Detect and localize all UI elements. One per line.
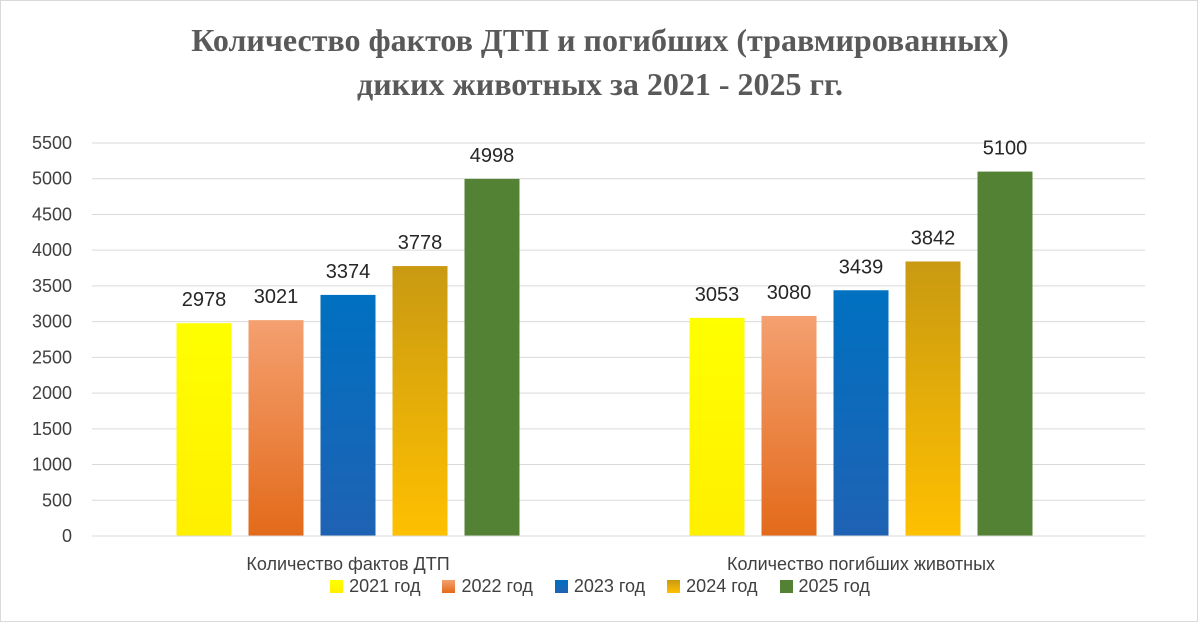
legend-swatch [442, 580, 456, 593]
y-tick-label: 3500 [32, 276, 72, 296]
legend-swatch [554, 580, 568, 593]
legend-swatch [779, 580, 793, 593]
bar [905, 261, 961, 536]
legend-item: 2024 год [667, 576, 758, 597]
y-tick-label: 1500 [32, 419, 72, 439]
legend-item: 2022 год [442, 576, 533, 597]
data-label: 3053 [695, 284, 740, 306]
legend-label: 2023 год [573, 576, 646, 596]
legend-label: 2024 год [686, 576, 758, 596]
bar [176, 323, 232, 536]
legend-swatch [330, 580, 344, 593]
bar [761, 315, 817, 536]
y-tick-label: 3000 [32, 312, 72, 332]
data-label: 5100 [983, 138, 1028, 160]
y-tick-label: 1000 [32, 455, 72, 475]
legend-label: 2025 год [798, 576, 870, 596]
legend-item: 2021 год [330, 576, 420, 597]
y-tick-label: 0 [62, 526, 72, 546]
data-label: 3374 [326, 261, 371, 283]
y-tick-label: 5000 [32, 169, 72, 189]
data-label: 3842 [911, 227, 956, 249]
chart-title: Количество фактов ДТП и погибших (травми… [0, 18, 1200, 106]
data-label: 2978 [182, 289, 227, 311]
bar [833, 290, 889, 536]
bar [464, 178, 520, 536]
y-tick-label: 4000 [32, 240, 72, 260]
data-label: 3080 [767, 282, 812, 304]
data-label: 3439 [839, 256, 884, 278]
bar [977, 171, 1033, 536]
data-label: 4998 [470, 145, 515, 167]
x-category-label: Количество погибших животных [727, 554, 995, 574]
legend-swatch [667, 580, 681, 593]
x-category-label: Количество фактов ДТП [246, 554, 449, 574]
legend-item: 2023 год [554, 576, 646, 597]
y-tick-label: 2000 [32, 383, 72, 403]
legend-label: 2022 год [461, 576, 533, 596]
y-tick-label: 2500 [32, 347, 72, 367]
chart-title-line2: диких животных за 2021 - 2025 гг. [357, 66, 843, 102]
legend-item: 2025 год [779, 576, 870, 597]
bar [320, 294, 376, 536]
chart-title-line1: Количество фактов ДТП и погибших (травми… [191, 22, 1009, 58]
chart-legend: 2021 год 2022 год 2023 год 2024 год 2025 год [0, 576, 1200, 597]
data-label: 3778 [398, 232, 443, 254]
bar [392, 266, 448, 536]
bar [248, 320, 304, 536]
y-tick-label: 5500 [32, 133, 72, 153]
y-tick-label: 4500 [32, 204, 72, 224]
data-label: 3021 [254, 286, 299, 308]
legend-label: 2021 год [349, 576, 421, 596]
bar [689, 317, 745, 536]
y-tick-label: 500 [42, 490, 72, 510]
